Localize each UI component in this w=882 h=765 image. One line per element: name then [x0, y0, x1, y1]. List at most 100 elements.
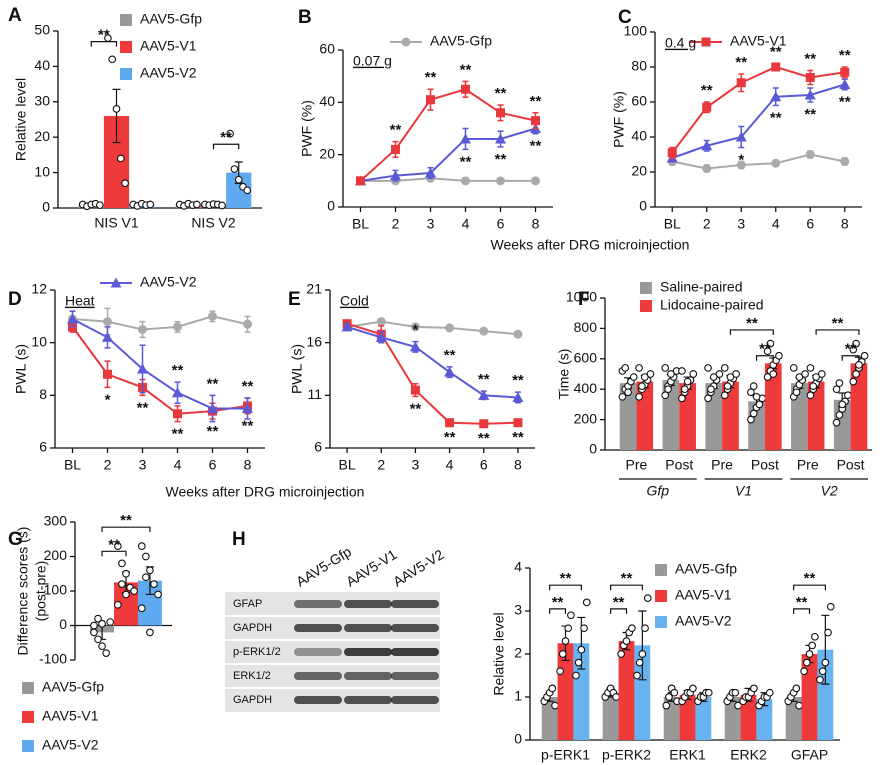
x-tick-label: 3: [427, 216, 435, 232]
data-point: [704, 364, 712, 372]
series-line: [671, 65, 845, 154]
x-tick-label: 6: [480, 457, 488, 473]
blot-band: [294, 624, 342, 632]
y-axis-label: (post-pre): [33, 561, 49, 622]
marker: [702, 164, 712, 173]
marker: [445, 323, 455, 333]
data-point: [150, 580, 158, 588]
marker: [390, 170, 401, 181]
data-point: [789, 364, 798, 372]
data-point: [567, 611, 575, 620]
legend-label: AAV5-V2: [675, 613, 732, 629]
marker: [461, 176, 470, 186]
y-tick-label: 200: [574, 410, 598, 426]
legend-label: AAV5-Gfp: [140, 11, 202, 27]
y-tick-label: 2: [514, 645, 522, 661]
x-tick-label: 6: [806, 216, 814, 232]
marker: [702, 102, 712, 112]
y-tick-label: 0: [327, 198, 335, 214]
data-point: [805, 650, 814, 658]
data-point: [122, 569, 130, 578]
data-point: [635, 392, 643, 401]
bracket: [729, 329, 774, 335]
x-tick-label: 2: [104, 457, 112, 473]
marker: [375, 331, 387, 342]
x-tick-label: NIS V2: [191, 215, 236, 231]
x-tick-label: 8: [244, 457, 252, 473]
marker: [461, 84, 470, 94]
data-point: [226, 129, 234, 138]
x-tick-label: 4: [462, 216, 470, 232]
legend-swatch: [22, 740, 34, 752]
data-point: [90, 628, 98, 637]
marker: [479, 326, 489, 336]
data-point: [112, 105, 121, 113]
data-point: [122, 590, 130, 599]
y-tick-label: 40: [631, 128, 647, 144]
y-tick-label: 16: [306, 333, 322, 349]
significance: **: [207, 423, 219, 440]
y-tick-label: 12: [31, 281, 47, 297]
x-axis-label: Weeks after DRG microinjection: [166, 484, 365, 500]
marker: [805, 150, 815, 159]
blot-band: [344, 672, 392, 680]
data-point: [662, 701, 671, 710]
marker: [667, 148, 677, 158]
significance: **: [410, 400, 422, 417]
x-tick-label: GFAP: [791, 747, 828, 763]
y-tick-label: 50: [34, 22, 50, 38]
significance: **: [444, 429, 456, 446]
data-point: [116, 154, 125, 163]
bracket: [755, 355, 774, 361]
blot-band: [344, 624, 392, 632]
marker: [839, 79, 851, 89]
data-point: [852, 339, 860, 348]
data-point: [811, 632, 819, 641]
significance: **: [804, 106, 816, 123]
data-point: [564, 624, 573, 633]
marker: [207, 403, 218, 413]
marker: [701, 140, 713, 151]
blot-band: [391, 600, 439, 608]
bar: [636, 381, 654, 450]
y-tick-label: 400: [574, 380, 598, 396]
x-tick-label: 8: [532, 216, 540, 232]
y-tick-label: -100: [39, 651, 67, 667]
data-point: [755, 400, 764, 409]
data-point: [802, 658, 811, 667]
legend-swatch: [655, 564, 667, 576]
data-point: [612, 693, 620, 701]
data-point: [835, 411, 844, 419]
marker: [391, 144, 400, 154]
y-axis-label: Difference scores (s): [15, 527, 31, 656]
marker: [531, 176, 540, 186]
data-point: [551, 701, 559, 710]
data-point: [137, 542, 146, 551]
bracket: [212, 143, 240, 150]
data-point: [667, 370, 675, 378]
data-point: [641, 624, 649, 633]
data-point: [94, 614, 102, 623]
marker: [840, 67, 850, 77]
series-line: [346, 320, 519, 336]
data-point: [704, 394, 712, 403]
marker: [495, 133, 506, 144]
blot-band: [391, 672, 439, 680]
blot-row-label: p-ERK1/2: [233, 646, 281, 658]
significance: **: [120, 512, 132, 529]
legend-label: Saline-paired: [660, 279, 743, 295]
data-point: [720, 364, 729, 372]
y-axis-label: PWL (s): [289, 344, 305, 394]
y-axis-label: PWL (s): [13, 344, 29, 394]
legend-label: AAV5-Gfp: [675, 561, 737, 577]
marker: [513, 329, 523, 339]
marker: [771, 158, 781, 168]
blot-band: [294, 648, 342, 656]
group-label: Gfp: [647, 483, 670, 499]
data-point: [763, 347, 772, 356]
panel-label: H: [232, 529, 246, 550]
data-point: [726, 373, 735, 381]
y-tick-label: 80: [631, 58, 647, 74]
marker: [173, 409, 182, 419]
bracket: [610, 584, 643, 591]
